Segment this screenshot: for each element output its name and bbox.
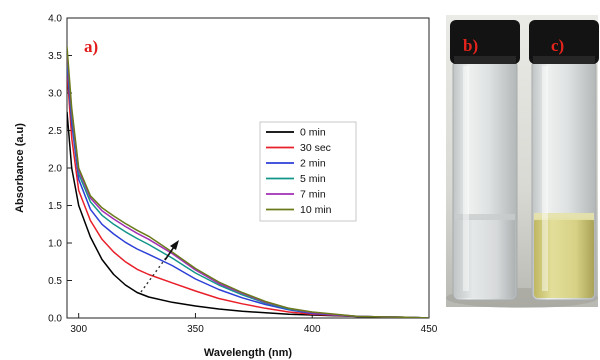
y-tick-label: 1.0 bbox=[48, 239, 62, 250]
absorbance-chart: 300 350 400 4500.00.51.01.52.02.53.03.54.0 … bbox=[14, 14, 438, 360]
panel-label-c: c) bbox=[551, 36, 564, 55]
y-tick-label: 2.5 bbox=[48, 126, 62, 137]
series-lines bbox=[67, 46, 429, 318]
y-axis-title: Absorbance (a.u) bbox=[14, 123, 26, 213]
yellow-solution bbox=[534, 218, 594, 298]
y-tick-label: 0.5 bbox=[48, 276, 62, 287]
vial-cap-b bbox=[450, 20, 520, 64]
y-tick-label: 4.0 bbox=[48, 14, 62, 25]
y-tick-label: 0.0 bbox=[48, 314, 62, 325]
panel-label-a: a) bbox=[84, 37, 98, 56]
series-line bbox=[67, 70, 429, 318]
legend-label: 5 min bbox=[300, 173, 326, 185]
legend-label: 0 min bbox=[300, 127, 326, 139]
vials-photo: b) c) bbox=[446, 15, 599, 308]
legend-label: 30 sec bbox=[300, 142, 331, 154]
x-tick-label: 400 bbox=[304, 324, 321, 335]
legend-label: 2 min bbox=[300, 158, 326, 170]
y-tick-label: 3.5 bbox=[48, 51, 62, 62]
vial-clear: b) bbox=[450, 20, 520, 301]
x-tick-label: 450 bbox=[421, 324, 438, 335]
y-tick-label: 1.5 bbox=[48, 201, 62, 212]
legend: 0 min 30 sec 2 min 5 min 7 min 10 min bbox=[259, 121, 357, 222]
legend-box bbox=[259, 121, 357, 222]
axis-ticks: 300 350 400 450 0.0 0.5 1.0 1.5 2.0 2.5 3.0 3.5 4.0 bbox=[48, 14, 438, 336]
y-tick-label: 2.0 bbox=[48, 164, 62, 175]
legend-label: 7 min bbox=[300, 189, 326, 201]
series-line bbox=[67, 51, 429, 318]
x-axis-title: Wavelength (nm) bbox=[204, 347, 293, 359]
vial-cap-c bbox=[529, 20, 599, 64]
series-line bbox=[67, 46, 429, 318]
x-tick-label: 350 bbox=[187, 324, 204, 335]
x-tick-label: 300 bbox=[70, 324, 87, 335]
vial-yellow: c) bbox=[529, 20, 599, 301]
trend-arrow-head bbox=[170, 240, 179, 250]
legend-label: 10 min bbox=[300, 204, 332, 216]
plot-area bbox=[66, 17, 430, 319]
panel-label-b: b) bbox=[463, 36, 478, 55]
y-tick-label: 3.0 bbox=[48, 89, 62, 100]
clear-solution bbox=[455, 218, 515, 298]
